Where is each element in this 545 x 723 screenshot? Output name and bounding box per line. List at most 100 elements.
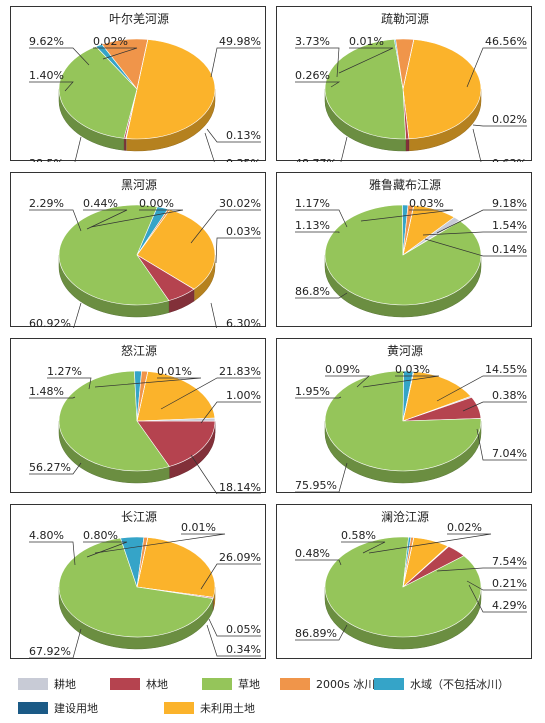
data-label: 1.40% — [29, 69, 64, 82]
data-label: 0.01% — [157, 365, 192, 378]
pie-slice — [402, 205, 415, 256]
legend-label: 草地 — [238, 678, 260, 691]
data-label: 0.02% — [447, 521, 482, 534]
leader-line — [160, 377, 261, 410]
leader-line — [468, 584, 527, 613]
pie-chart: 黄河源 0.09% 0.03% 1.95% 14.55% 0.38% 7.04% 75.95% — [295, 344, 527, 493]
data-label: 60.92% — [29, 317, 71, 328]
legend-label: 未利用土地 — [200, 702, 255, 715]
pie-chart: 澜沧江源 0.58% 0.48% 0.02% 7.54% 0.21% 4.29% 86.89% — [295, 509, 527, 650]
leader-line — [83, 209, 128, 230]
legend-label: 2000s 冰川 — [316, 678, 376, 691]
leader-line — [466, 47, 527, 88]
legend-item-grassland: 草地 — [202, 676, 260, 692]
legend-swatch — [164, 702, 194, 714]
leader-line — [90, 209, 184, 228]
data-label: 0.38% — [492, 389, 527, 402]
leader-line — [74, 136, 82, 162]
pie-slice — [136, 371, 216, 422]
legend-swatch — [18, 702, 48, 714]
leader-line — [93, 47, 138, 60]
legend-label: 水域（不包括冰川） — [410, 678, 509, 691]
data-label: 1.95% — [295, 385, 330, 398]
pie-panel: 雅鲁藏布江源 1.17% 1.13% 0.03% 9.18% 1.54% 0.14% 86.8… — [276, 172, 532, 327]
pie-chart: 黑河源 2.29% 0.44% 0.00% 30.02% 0.03% 60.92% 6.30% — [29, 178, 261, 328]
leader-line — [295, 292, 348, 299]
leader-line — [29, 47, 90, 66]
pie-panel: 疏勒河源 3.73% 0.01% 46.56% 0.26% 0.02% 48.77% 0.63… — [276, 6, 532, 162]
pie-chart: 长江源 4.80% 0.80% 0.01% 26.09% 0.05% 0.34% 67.92% — [29, 510, 261, 659]
pie-chart: 雅鲁藏布江源 1.17% 1.13% 0.03% 9.18% 1.54% 0.14% 86.8… — [295, 177, 527, 318]
data-label: 49.98% — [219, 35, 261, 48]
legend-item-glacier: 2000s 冰川 — [280, 676, 375, 692]
leader-line — [295, 624, 348, 641]
data-label: 86.89% — [295, 627, 337, 640]
legend-item-water: 水域（不包括冰川） — [374, 676, 509, 692]
data-label: 0.44% — [83, 197, 118, 210]
leader-line — [295, 559, 342, 566]
leader-line — [368, 533, 492, 554]
pie-slice — [324, 38, 407, 140]
data-label: 1.17% — [295, 197, 330, 210]
pie-slice — [136, 39, 149, 90]
leader-line — [424, 238, 527, 257]
data-label: 21.83% — [219, 365, 261, 378]
leader-line — [29, 628, 82, 659]
pie-panel: 叶尔羌河源 9.62% 0.02% 49.98% 1.40% 0.13% 38.5% 0.35… — [10, 6, 266, 162]
pie-chart: 叶尔羌河源 9.62% 0.02% 49.98% 1.40% 0.13% 38.5% 0.35… — [29, 11, 261, 162]
legend-label: 建设用地 — [54, 702, 98, 715]
legend-swatch — [374, 678, 404, 690]
leader-line — [472, 124, 527, 127]
pie-panel: 长江源 4.80% 0.80% 0.01% 26.09% 0.05% 0.34% 67.92% — [10, 504, 266, 659]
data-label: 1.54% — [492, 219, 527, 232]
leader-line — [362, 375, 440, 388]
data-label: 0.00% — [139, 197, 174, 210]
leader-line — [436, 567, 527, 572]
pie-slice — [136, 209, 216, 290]
leader-line — [295, 81, 341, 88]
leader-line — [295, 47, 340, 78]
chart-title: 怒江源 — [121, 343, 157, 358]
leader-line — [200, 563, 261, 590]
pie-slice — [402, 537, 415, 588]
chart-title: 黄河源 — [387, 344, 423, 358]
data-label: 0.26% — [295, 69, 330, 82]
data-label: 75.95% — [295, 479, 337, 492]
leader-line — [338, 47, 394, 74]
leader-line — [190, 209, 261, 244]
leader-line — [94, 533, 226, 554]
leader-line — [29, 396, 76, 399]
data-label: 4.80% — [29, 529, 64, 542]
data-label: 0.34% — [226, 643, 261, 656]
pie-slice — [58, 537, 214, 638]
data-label: 26.09% — [219, 551, 261, 564]
data-label: 0.80% — [83, 529, 118, 542]
leader-line — [47, 377, 92, 390]
pie-slice — [136, 371, 149, 422]
pie-slice — [58, 370, 170, 472]
legend-swatch — [280, 678, 310, 690]
leader-line — [210, 47, 261, 78]
leader-line — [295, 396, 342, 399]
data-label: 9.62% — [29, 35, 64, 48]
leader-line — [29, 462, 82, 475]
chart-title: 长江源 — [121, 510, 157, 524]
data-label: 18.14% — [219, 481, 261, 494]
data-label: 1.27% — [47, 365, 82, 378]
leader-line — [462, 401, 527, 412]
legend: 耕地 林地 草地 2000s 冰川 水域（不包括冰川） 建设用地 未利用土地 — [18, 670, 528, 720]
leader-line — [94, 377, 202, 388]
legend-item-forest: 林地 — [110, 676, 168, 692]
data-label: 0.63% — [492, 157, 527, 162]
leader-line — [200, 401, 261, 424]
pie-slice — [58, 46, 138, 139]
data-label: 9.18% — [492, 197, 527, 210]
pie-slice — [402, 371, 472, 422]
data-label: 6.30% — [226, 317, 261, 328]
leader-line — [29, 209, 82, 232]
chart-title: 澜沧江源 — [381, 509, 429, 524]
legend-label: 林地 — [146, 678, 168, 691]
leader-line — [476, 428, 527, 461]
legend-swatch — [110, 678, 140, 690]
leader-line — [190, 454, 261, 494]
